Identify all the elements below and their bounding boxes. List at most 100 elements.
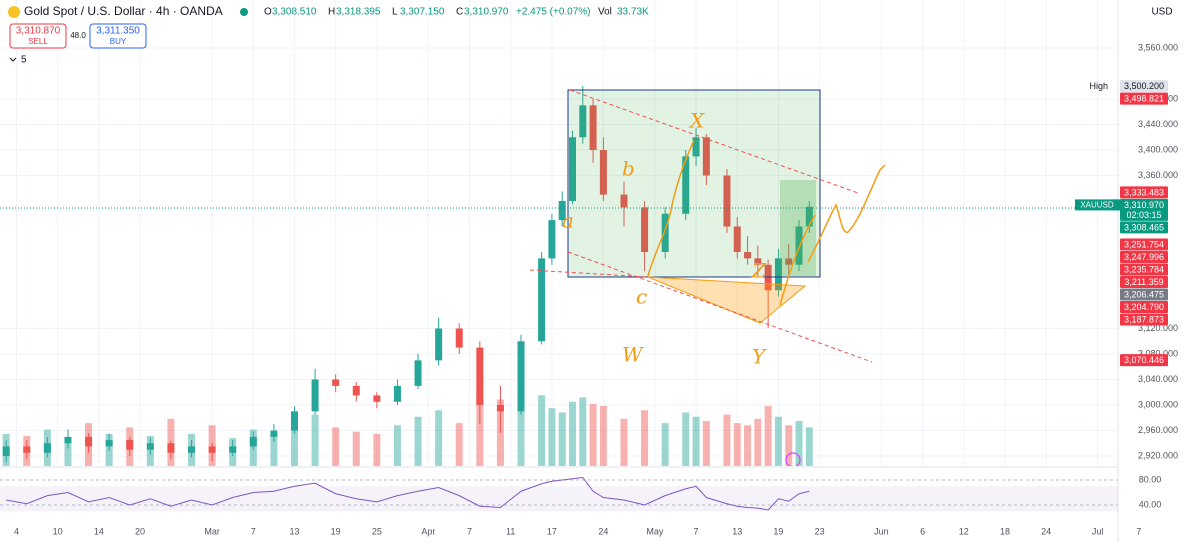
- icon-lightning[interactable]: [785, 452, 801, 467]
- price-label: [1120, 276, 1168, 289]
- x-tick-label: Jun: [874, 526, 889, 536]
- triangle[interactable]: [647, 276, 807, 324]
- x-tick-label: 20: [135, 526, 145, 536]
- volume-bar: [373, 433, 381, 466]
- x-tick-label: 7: [694, 526, 699, 536]
- x-tick-label: 13: [732, 526, 742, 536]
- trend-line[interactable]: [529, 269, 649, 278]
- box-zone[interactable]: [567, 89, 821, 278]
- price-label: [1120, 238, 1168, 251]
- symbol-tag-box: [1075, 199, 1119, 211]
- candle-body: [692, 137, 700, 157]
- volume-bar: [723, 414, 731, 466]
- price-label-title: High: [1089, 81, 1108, 91]
- x-tick-label: 18: [1000, 526, 1010, 536]
- x-tick-label: May: [646, 526, 664, 536]
- candle-body: [208, 446, 216, 453]
- x-tick-label: 7: [467, 526, 472, 536]
- candle-body: [270, 430, 278, 437]
- volume-bar: [733, 423, 741, 466]
- price-label-text: 3,333.483: [1124, 187, 1164, 197]
- price-label: [1120, 288, 1168, 301]
- volume-bar: [558, 412, 566, 466]
- symbol[interactable]: Gold Spot / U.S. Dollar · 4h · OANDA: [24, 4, 223, 18]
- candle-body: [702, 137, 710, 176]
- market-status: [240, 8, 248, 16]
- candle-body: [64, 436, 72, 444]
- candle-body: [352, 385, 360, 396]
- buy-price: 3,311.350: [96, 26, 140, 37]
- price-label: [1120, 186, 1168, 199]
- price-label-text: 3,204.790: [1124, 302, 1164, 312]
- volume-bar: [476, 391, 484, 466]
- trend-line[interactable]: [569, 89, 859, 194]
- y-tick-label: 3,560.000: [1138, 42, 1178, 52]
- candle-body: [249, 436, 257, 447]
- x-tick-label: 25: [372, 526, 382, 536]
- currency: USD: [1151, 7, 1172, 18]
- candle-body: [393, 385, 401, 402]
- volume-bar: [270, 433, 278, 466]
- candle-body: [723, 175, 731, 227]
- x-tick-label: 12: [959, 526, 969, 536]
- annotation: a: [562, 209, 574, 233]
- volume-bar: [517, 403, 525, 466]
- candle-body: [548, 220, 556, 259]
- candle-body: [23, 446, 31, 453]
- chevron[interactable]: [9, 57, 17, 62]
- x-tick-label: 24: [598, 526, 608, 536]
- candle-body: [188, 446, 196, 453]
- candle-body: [599, 149, 607, 195]
- candle-body: [373, 395, 381, 402]
- freehand[interactable]: [647, 139, 886, 306]
- volume-bar: [682, 412, 690, 466]
- volume-bar: [641, 410, 649, 466]
- price-label: [1120, 313, 1168, 326]
- candle-body: [146, 443, 154, 450]
- candle-body: [682, 156, 690, 214]
- symbol-icon: [8, 6, 20, 18]
- candle-body: [517, 341, 525, 412]
- annotations: a b Xc W Y Z: [562, 109, 767, 369]
- buy-label: BUY: [110, 37, 127, 46]
- volume-bar: [548, 408, 556, 466]
- sell-button[interactable]: [9, 23, 67, 49]
- buy-button[interactable]: [89, 23, 147, 49]
- price-label-text: 3,308.465: [1124, 222, 1164, 232]
- price-label-text: 3,187.873: [1124, 314, 1164, 324]
- ohlc-key: O: [264, 7, 272, 18]
- price-label-text: 3,500.200: [1124, 81, 1164, 91]
- candle-body: [569, 137, 576, 201]
- rsi-band: [0, 486, 1118, 512]
- volume-bar: [795, 421, 803, 466]
- price-label: [1120, 263, 1168, 276]
- candle-body: [785, 258, 793, 265]
- annotation: X: [688, 109, 705, 133]
- x-tick-label: 4: [14, 526, 19, 536]
- candle-body: [229, 446, 237, 453]
- price-label: [1120, 354, 1168, 367]
- price-label-text: 3,247.996: [1124, 252, 1164, 262]
- x-tick-label: 7: [1136, 526, 1141, 536]
- annotation: Y: [752, 345, 767, 369]
- candle-body: [290, 411, 298, 431]
- ohlc-key: C: [456, 7, 463, 18]
- candle-body: [414, 360, 422, 386]
- trend-line[interactable]: [567, 251, 873, 363]
- volume-bar: [754, 418, 762, 466]
- volume-key: Vol: [598, 7, 612, 18]
- rsi-line: [6, 476, 810, 511]
- box-zone-small[interactable]: [780, 180, 816, 276]
- candle-body: [661, 213, 669, 252]
- volume-bar: [290, 421, 298, 466]
- x-tick-label: Mar: [204, 526, 220, 536]
- volume-bar: [744, 425, 752, 466]
- volume-bar: [569, 401, 576, 466]
- candle-body: [2, 446, 10, 456]
- price-label-text: 3,498.821: [1124, 93, 1164, 103]
- indicator-count[interactable]: 5: [21, 55, 27, 66]
- candle-body: [496, 404, 504, 412]
- candle-body: [455, 328, 463, 348]
- price-label: [1120, 80, 1168, 93]
